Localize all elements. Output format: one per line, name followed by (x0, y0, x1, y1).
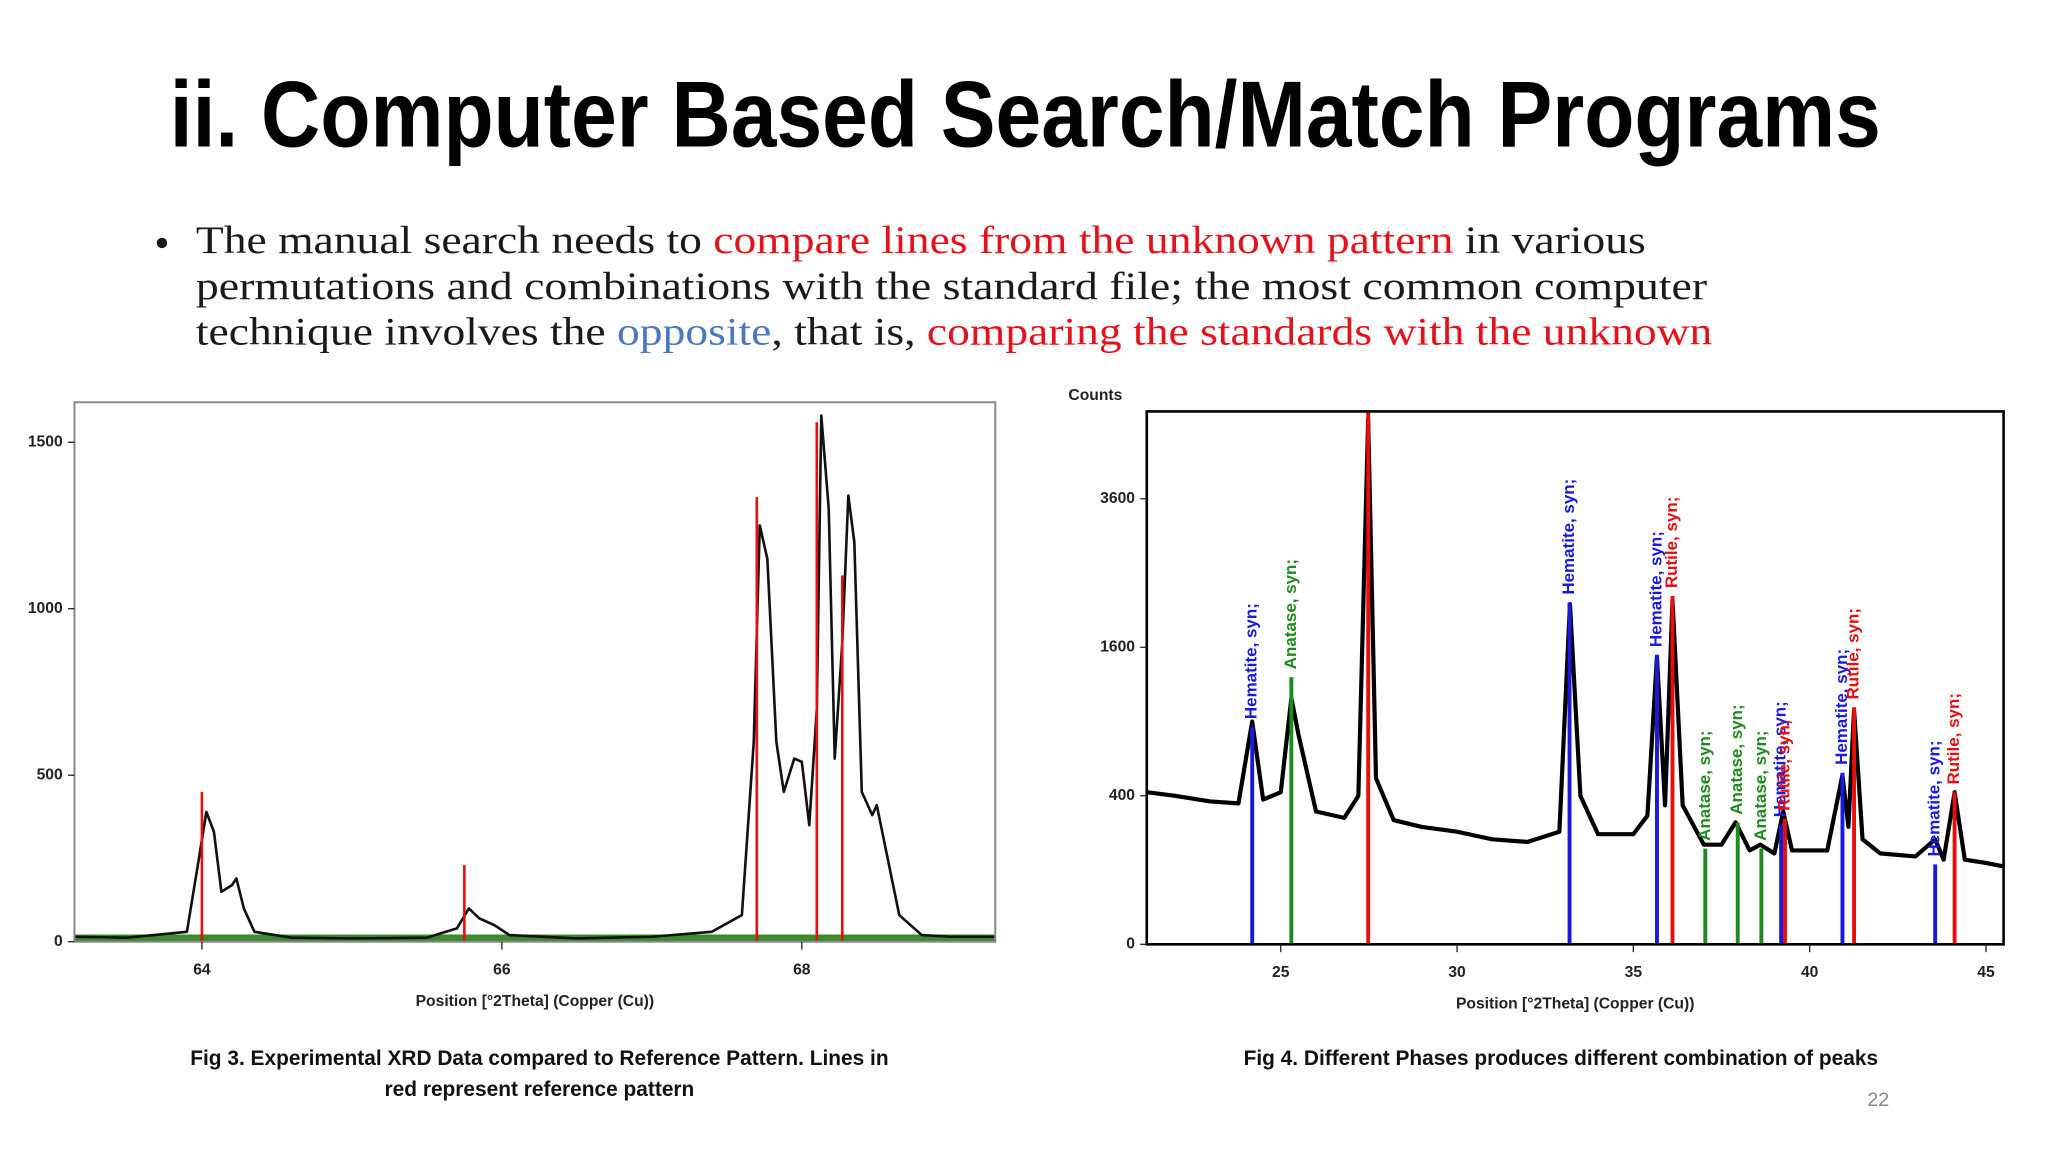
plot-area (74, 414, 996, 942)
y-tick-label: 1000 (28, 600, 63, 617)
bullet-text: The manual search needs to (196, 219, 713, 262)
stick-label: Rutile, syn; (1844, 608, 1863, 699)
x-tick-label: 45 (1977, 964, 1995, 981)
y-tick-label: 400 (1109, 787, 1135, 804)
stick-label: Anatase, syn; (1695, 730, 1714, 840)
bullet-text: opposite (617, 311, 771, 354)
bullet-text: , that is, (771, 311, 927, 354)
stick-label: Hematite, syn; (1925, 741, 1944, 857)
x-tick-label: 40 (1801, 964, 1819, 981)
y-axis-label: Counts (1068, 387, 1122, 404)
x-tick-label: 66 (493, 962, 511, 979)
bullet-text: permutations and combinations with the s… (196, 265, 1707, 308)
pattern-line (74, 414, 996, 940)
plot-frame (73, 401, 997, 943)
bullet-line: permutations and combinations with the s… (196, 265, 1707, 308)
stick-label: Hematite, syn; (1771, 701, 1790, 817)
plot-area: Hematite, syn; Hematite, syn; Hematite, sy… (1146, 411, 2004, 945)
stick-label: Anatase, syn; (1281, 559, 1300, 669)
y-tick-label: 0 (1126, 935, 1135, 952)
figure-caption: red represent reference pattern (385, 1078, 695, 1101)
page-number: 22 (1867, 1089, 1889, 1111)
bullet-text: in various (1453, 219, 1645, 262)
x-axis-label: Position [°2Theta] (Copper (Cu)) (1456, 996, 1694, 1013)
y-tick-label: 1500 (28, 433, 63, 450)
plot-frame (1145, 410, 2005, 946)
stick-label: Hematite, syn; (1242, 603, 1261, 719)
x-axis-label: Position [°2Theta] (Copper (Cu)) (416, 993, 654, 1010)
x-tick-label: 64 (193, 962, 211, 979)
stick-label: Rutile, syn; (1774, 719, 1793, 810)
stick-label: Anatase, syn; (1727, 704, 1746, 814)
figure-caption: Fig 4. Different Phases produces differe… (1244, 1047, 1879, 1070)
stick-label: Hematite, syn; (1646, 531, 1665, 647)
bullet-dot (156, 237, 168, 249)
stick-label: Hematite, syn; (1559, 479, 1578, 595)
slide-title: ii. Computer Based Search/Match Programs (170, 61, 1881, 166)
bullet-line: technique involves the opposite, that is… (196, 311, 1712, 354)
y-tick-label: 0 (54, 933, 63, 950)
x-tick-label: 35 (1625, 964, 1643, 981)
y-tick-label: 3600 (1100, 490, 1135, 507)
pattern-line (1146, 417, 2004, 869)
x-tick-label: 68 (793, 962, 811, 979)
x-tick-label: 25 (1272, 964, 1290, 981)
y-tick-label: 500 (37, 766, 63, 783)
bullet-text: compare lines from the unknown pattern (713, 219, 1453, 262)
bullet-line: The manual search needs to compare lines… (196, 219, 1646, 262)
y-tick-label: 1600 (1100, 638, 1135, 655)
stick-label: Rutile, syn; (1944, 693, 1963, 784)
figure-caption: Fig 3. Experimental XRD Data compared to… (190, 1047, 888, 1070)
stick-label: Anatase, syn; (1751, 730, 1770, 840)
x-tick-label: 30 (1448, 964, 1466, 981)
bullet-text: comparing the standards with the unknown (927, 311, 1712, 354)
bullet-text: technique involves the (196, 311, 617, 354)
stick-label: Hematite, syn; (1832, 649, 1851, 765)
stick-label: Rutile, syn; (1662, 497, 1681, 588)
